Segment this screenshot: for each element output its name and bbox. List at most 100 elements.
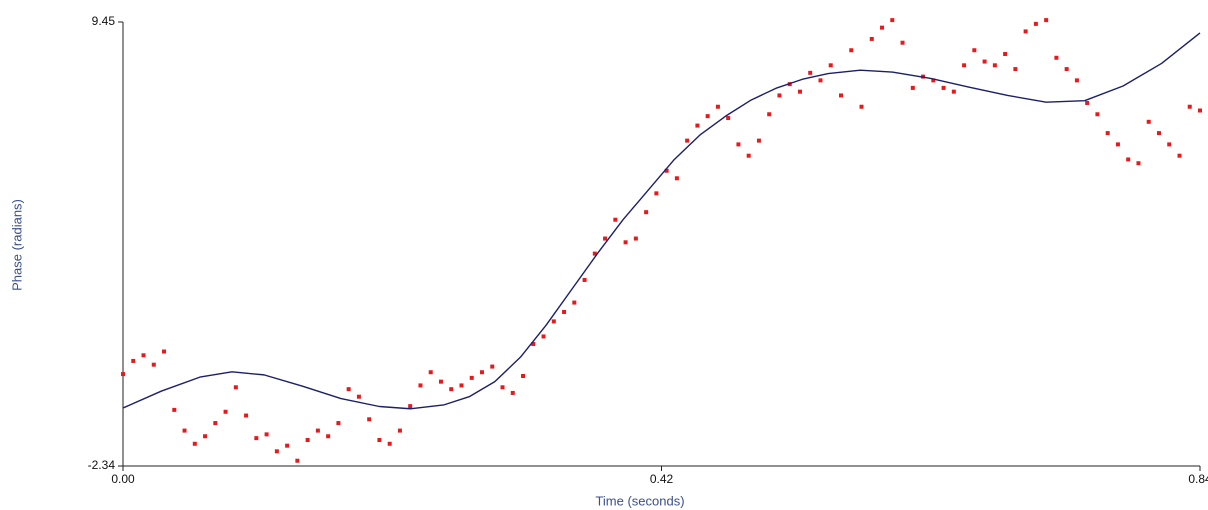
data-point — [685, 138, 690, 143]
data-point — [131, 358, 136, 363]
data-point — [500, 385, 505, 390]
data-point — [521, 373, 526, 378]
data-point — [295, 458, 300, 463]
data-point — [705, 114, 710, 119]
data-point — [1146, 119, 1151, 124]
data-point — [623, 240, 628, 245]
data-point — [941, 85, 946, 90]
data-point — [192, 441, 197, 446]
data-point — [1136, 161, 1141, 166]
data-point — [715, 104, 720, 109]
data-point — [1105, 131, 1110, 136]
data-point — [244, 413, 249, 418]
data-point — [695, 123, 700, 128]
data-point — [726, 116, 731, 121]
data-point — [797, 89, 802, 94]
data-point — [736, 142, 741, 147]
data-point — [213, 421, 218, 426]
data-point — [336, 421, 341, 426]
data-point — [859, 104, 864, 109]
data-point — [408, 404, 413, 409]
data-point — [346, 387, 351, 392]
data-point — [510, 390, 515, 395]
data-point — [880, 25, 885, 30]
data-point — [1085, 100, 1090, 105]
data-point — [182, 428, 187, 433]
data-point — [438, 379, 443, 384]
data-point — [377, 438, 382, 443]
data-point — [1198, 108, 1202, 113]
data-point — [397, 428, 402, 433]
data-point — [223, 409, 228, 414]
data-point — [315, 428, 320, 433]
data-point — [151, 362, 156, 367]
data-point — [1187, 104, 1192, 109]
data-point — [603, 236, 608, 241]
data-point — [264, 432, 269, 437]
data-point — [121, 372, 125, 377]
fit-line — [122, 32, 1201, 410]
x-tick-label: 0.00 — [111, 472, 135, 486]
data-point — [480, 370, 484, 375]
data-point — [818, 78, 823, 83]
data-point — [1177, 153, 1182, 158]
data-point — [274, 449, 279, 454]
data-point — [756, 138, 761, 143]
data-point — [326, 434, 331, 439]
data-point — [203, 434, 208, 439]
data-point — [490, 364, 495, 369]
x-tick-label: 0.84 — [1188, 472, 1208, 486]
y-axis-label: Phase (radians) — [9, 199, 24, 291]
data-point — [582, 277, 587, 282]
data-point — [387, 441, 392, 446]
data-point — [418, 383, 423, 388]
data-point — [890, 18, 895, 23]
data-point — [541, 334, 546, 339]
data-point — [141, 353, 146, 358]
data-point — [900, 40, 905, 45]
data-point — [910, 85, 915, 90]
data-point — [664, 168, 669, 173]
data-point — [613, 217, 618, 222]
data-point — [1013, 67, 1018, 72]
data-point — [449, 387, 454, 392]
data-point — [1156, 131, 1161, 136]
data-point — [172, 407, 177, 412]
data-point — [849, 48, 854, 53]
data-point — [1023, 29, 1028, 34]
data-point — [1115, 142, 1120, 147]
x-tick-label: 0.42 — [650, 472, 674, 486]
y-tick-label: 9.45 — [92, 14, 116, 28]
data-point — [531, 341, 536, 346]
data-point — [1054, 55, 1059, 60]
data-point — [254, 436, 259, 441]
data-point — [931, 78, 936, 83]
data-point — [233, 385, 238, 390]
data-point — [305, 438, 310, 443]
data-point — [469, 375, 474, 380]
data-point — [572, 300, 577, 305]
data-point — [654, 191, 659, 196]
data-point — [1064, 67, 1069, 72]
data-point — [1126, 157, 1131, 162]
data-point — [746, 153, 751, 158]
data-point — [562, 309, 567, 314]
data-point — [1074, 78, 1079, 83]
data-point — [869, 36, 874, 41]
data-point — [982, 59, 987, 64]
data-point — [777, 93, 782, 98]
data-point — [962, 63, 967, 68]
data-point — [951, 89, 956, 94]
data-point — [1003, 52, 1008, 57]
data-point — [592, 251, 597, 256]
x-axis-label: Time (seconds) — [595, 493, 684, 508]
data-point — [839, 93, 843, 98]
data-point — [972, 48, 977, 53]
data-point — [459, 383, 464, 388]
data-point — [992, 63, 997, 68]
data-point — [1167, 142, 1172, 147]
data-point — [551, 319, 556, 324]
data-point — [828, 63, 833, 68]
